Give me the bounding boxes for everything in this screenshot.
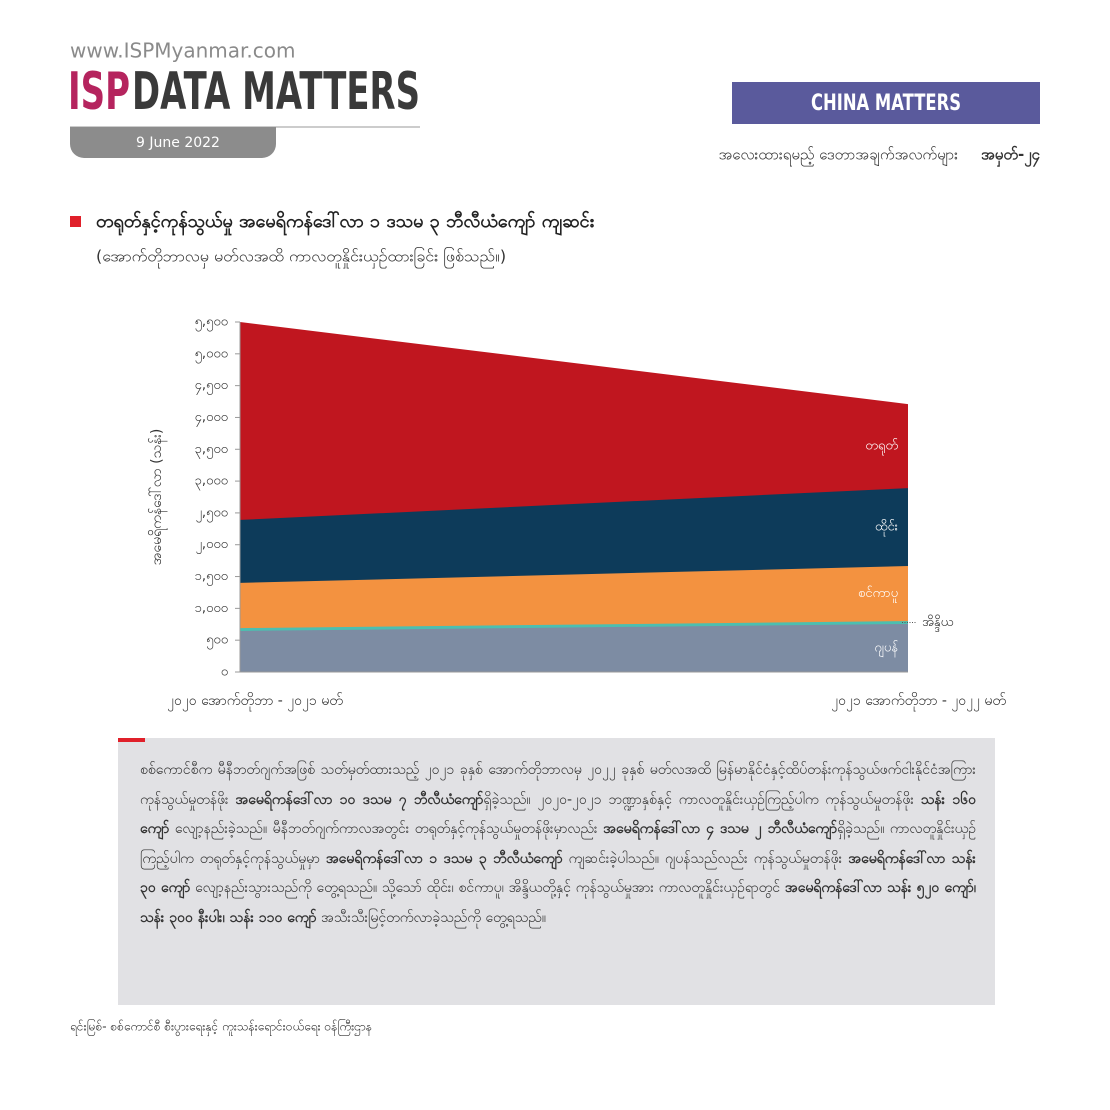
body-segment: လျော့နည်းခဲ့သည်။ မီနီဘတ်ဂျက်ကာလအတွင်း တရ… — [169, 821, 604, 837]
y-tick-label: ၁,၀၀၀ — [195, 601, 228, 616]
website: www.ISPMyanmar.com — [70, 39, 295, 63]
y-axis-label: အမေရိကန်ဒေါ်လာ (သန်း) — [149, 429, 167, 566]
y-tick-label: ၂,၅၀၀ — [196, 505, 228, 522]
y-tick-label: ၅,၅၀၀ — [195, 315, 228, 332]
series-number: အမှတ်-၂၄ — [981, 145, 1041, 168]
body-segment: အမေရိကန်ဒေါ်လာ ၁၀ ဒသမ ၇ ဘီလီယံကျော် — [235, 791, 484, 808]
series-label: ဂျပန် — [874, 639, 898, 657]
body-segment: ကျဆင်းခဲ့ပါသည်။ ဂျပန်သည်လည်း ကုန်သွယ်မှု… — [562, 850, 849, 867]
body-text: စစ်ကောင်စီက မီနီဘတ်ဂျက်အဖြစ် သတ်မှတ်ထားသ… — [140, 756, 976, 933]
x-tick-label: ၂၀၂၀ အောက်တိုဘာ - ၂၀၂၁ မတ် — [167, 693, 343, 711]
chart-title: တရုတ်နှင့်ကုန်သွယ်မှု အမေရိကန်ဒေါ်လာ ၁ ဒ… — [96, 210, 595, 236]
body-segment: အသီးသီးမြင့်တက်လာခဲ့သည်ကို တွေ့ရသည်။ — [316, 909, 547, 926]
badge: CHINA MATTERS — [811, 91, 961, 116]
text-box-accent — [118, 738, 145, 742]
series-label: စင်ကာပူ — [858, 585, 898, 603]
body-segment: စစ်ကောင်စီက မီနီဘတ်ဂျက်အဖြစ် သတ်မှတ်ထားသ… — [140, 762, 976, 808]
y-tick-label: ၅,၀၀၀ — [195, 346, 228, 363]
plot: ၀ ၅၀၀ ၁,၀၀၀ ၁,၅၀၀ ၂,၀၀၀ ၂,၅၀၀ ၃,၀၀၀ ၃,၅၀၀ ၄,၀၀၀ ၄… — [167, 315, 1006, 712]
logo-text: DATA MATTERS — [132, 62, 420, 122]
y-tick-label: ၁,၅၀၀ — [195, 569, 228, 586]
series-label: ထိုင်း — [875, 519, 898, 537]
y-tick-label: ၅၀၀ — [206, 633, 228, 650]
body-segment: ရှိခဲ့သည်။ ၂၀၂၀-၂၀၂၁ ဘဏ္ဍာနှစ်နှင့် ကာလတ… — [483, 791, 921, 808]
text-box — [118, 738, 995, 1005]
y-tick-label: ၂,၀၀၀ — [196, 537, 228, 554]
title-marker — [70, 216, 81, 227]
body-segment: အမေရိကန်ဒေါ်လာ သန်း ၅၂၀ ကျော်၊ သန်း ၃၀၀ … — [140, 880, 976, 926]
series-label: တရုတ် — [865, 438, 898, 456]
source: ရင်းမြစ်- စစ်ကောင်စီ စီးပွားရေးနှင့် ကူး… — [70, 1018, 372, 1037]
logo-isp: ISP — [68, 62, 130, 122]
badge-box — [732, 82, 1040, 124]
y-tick-label: ၄,၅၀၀ — [195, 378, 228, 395]
y-tick-label: ၃,၀၀၀ — [195, 474, 228, 491]
body-segment: အမေရိကန်ဒေါ်လာ ၁ ဒသမ ၃ ဘီလီယံကျော် — [325, 850, 563, 867]
body-segment: သန်း ၁၆၀ ကျော် — [140, 791, 976, 838]
y-tick-label: ၃,၅၀၀ — [195, 442, 228, 459]
series-label: အိန္ဒိယ — [922, 614, 953, 632]
y-tick-label: ၄,၀၀၀ — [195, 410, 228, 427]
series-label: အလေးထားရမည့် ဒေတာအချက်အလက်များ — [718, 146, 958, 167]
date: 9 June 2022 — [136, 135, 220, 151]
date-tab — [70, 127, 276, 158]
y-tick-label: ၀ — [221, 665, 228, 680]
body-segment: အမေရိကန်ဒေါ်လာ သန်း ၃၀ ကျော် — [140, 850, 976, 897]
body-segment: အမေရိကန်ဒေါ်လာ ၄ ဒသမ ၂ ဘီလီယံကျော် — [603, 821, 838, 837]
body-segment: လျော့နည်းသွားသည်ကို တွေ့ရသည်။ သို့သော် ထ… — [190, 880, 785, 896]
x-tick-label: ၂၀၂၁ အောက်တိုဘာ - ၂၀၂၂ မတ် — [831, 693, 1006, 711]
area — [240, 623, 908, 672]
body-segment: ရှိခဲ့သည်။ ကာလတူနှိုင်းယှဉ်ကြည့်ပါက တရုတ… — [140, 821, 977, 867]
chart-subtitle: (အောက်တိုဘာလမှ မတ်လအထိ ကာလတူနှိုင်းယှဉ်ထ… — [96, 247, 506, 269]
